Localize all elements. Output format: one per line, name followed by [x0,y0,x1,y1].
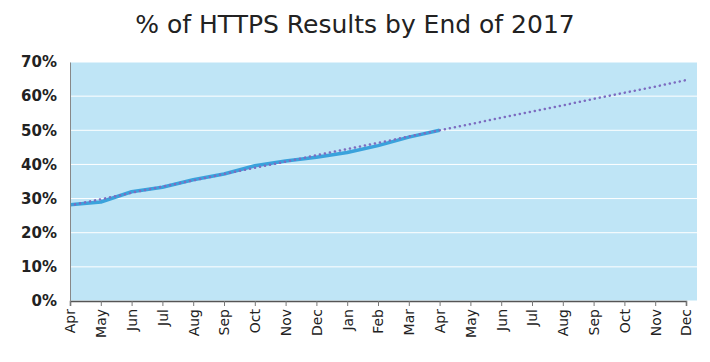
x-tick-label: Oct [247,309,263,334]
x-tick-mark [470,301,471,306]
x-tick-label: May [93,309,109,338]
chart: Apr May Jun Jul Aug Sep Oct Nov Dec Jan Feb Mar Apr M… [0,0,710,362]
x-tick-mark [224,301,225,306]
y-tick-label: 40% [21,156,57,174]
x-tick-label: Jul [155,309,171,327]
y-tick: 50% [21,122,70,140]
y-tick-label: 0% [32,292,57,310]
x-tick-mark [624,301,625,306]
x-tick: May [93,301,109,338]
x-tick-label: Jan [340,309,356,332]
x-tick: Sep [586,301,602,335]
x-tick-mark [132,301,133,306]
x-tick-label: Oct [617,309,633,334]
x-tick: May [463,301,479,338]
x-tick-mark [409,301,410,306]
x-tick-mark [501,301,502,306]
plot-background [70,62,697,301]
grid-line [70,62,697,63]
x-tick-mark [563,301,564,306]
x-tick: Dec [309,301,325,336]
x-tick: Nov [648,301,664,336]
x-tick-label: Sep [216,309,232,336]
x-tick: Mar [401,301,417,335]
x-tick: Oct [247,301,263,333]
y-tick: 20% [21,224,70,242]
x-axis-line [71,302,687,307]
x-tick: Sep [216,301,232,335]
x-tick-mark [655,301,656,306]
series-group [70,80,686,205]
x-tick-label: Jul [524,309,540,327]
x-tick-mark [316,301,317,306]
x-tick-mark [440,301,441,306]
x-tick-mark [347,301,348,306]
x-tick-mark [686,301,687,306]
x-tick: Aug [555,301,571,336]
x-tick: Dec [678,301,694,336]
y-tick: 70% [21,53,70,71]
x-tick-mark [101,301,102,306]
y-tick-label: 70% [21,53,57,71]
y-tick-label: 30% [21,190,57,208]
x-tick-mark [594,301,595,306]
x-tick-label: Sep [586,309,602,336]
x-tick: Apr [432,301,448,333]
x-tick: Aug [186,301,202,336]
grid-line [70,266,697,267]
x-tick: Apr [62,301,78,333]
x-tick-label: Feb [370,309,386,334]
y-tick: 40% [21,156,70,174]
x-tick-mark [286,301,287,306]
x-tick-label: Jun [494,309,510,332]
x-tick-label: Apr [62,309,78,333]
x-tick-mark [193,301,194,306]
x-tick-label: Aug [186,309,202,336]
x-tick: Jun [124,301,140,332]
x-tick-label: Dec [309,309,325,336]
grid [70,62,697,301]
x-tick-label: Apr [432,309,448,333]
x-tick-label: Dec [678,309,694,336]
x-tick-label: Nov [648,309,664,336]
grid-line [70,164,697,165]
x-tick: Jun [494,301,510,332]
y-tick: 10% [21,258,70,276]
title: % of HTTPS Results by End of 2017 [135,10,575,39]
y-tick-label: 20% [21,224,57,242]
y-tick-label: 10% [21,258,57,276]
x-tick-label: Jun [124,309,140,332]
x-tick-label: Mar [401,309,417,336]
x-tick: Jul [524,301,540,327]
x-tick-label: Nov [278,309,294,336]
x-tick-mark [532,301,533,306]
x-axis: Apr May Jun Jul Aug Sep Oct Nov Dec Jan Feb Mar Apr M… [62,301,694,338]
x-tick: Feb [370,301,386,334]
y-tick-label: 50% [21,122,57,140]
x-tick: Nov [278,301,294,336]
x-tick-label: Aug [555,309,571,336]
y-tick: 30% [21,190,70,208]
grid-line [70,96,697,97]
x-tick-mark [378,301,379,306]
x-tick-mark [70,301,71,306]
x-tick-mark [162,301,163,306]
x-tick: Jul [155,301,171,327]
y-tick: 60% [21,87,70,105]
x-tick-label: May [463,309,479,338]
y-axis-line [70,63,71,302]
grid-line [70,232,697,233]
y-tick: 0% [32,292,70,310]
grid-line [70,198,697,199]
x-tick: Oct [617,301,633,333]
x-tick: Jan [340,301,356,332]
y-axis: 0% 10% 20% 30% 40% 50% 60% 70% [21,53,70,310]
y-tick-label: 60% [21,87,57,105]
x-tick-mark [255,301,256,306]
series-line [70,80,686,205]
grid-line [70,130,697,131]
